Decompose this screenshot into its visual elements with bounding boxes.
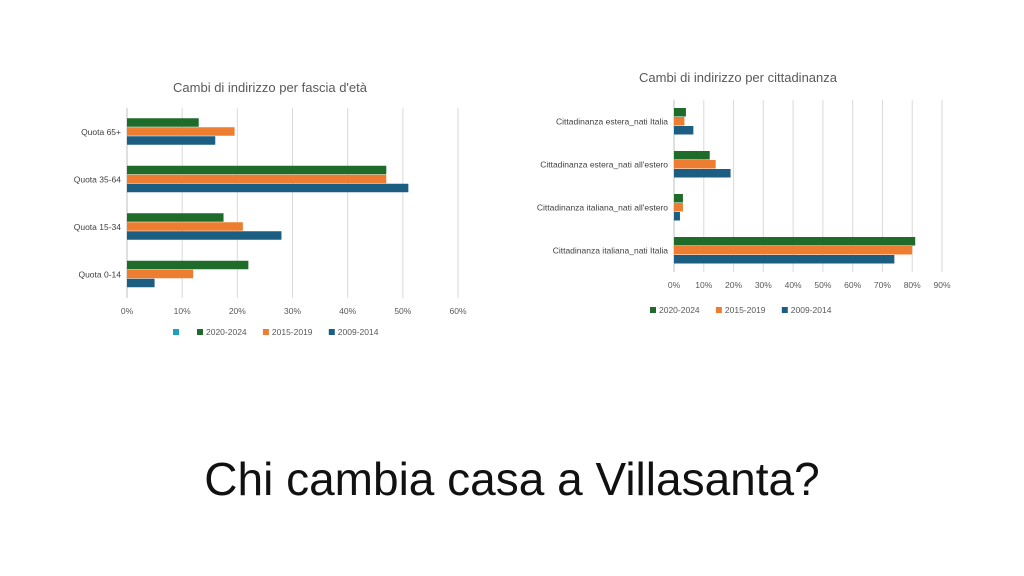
bar bbox=[127, 165, 387, 175]
legend-swatch bbox=[173, 329, 179, 335]
x-tick-label: 10% bbox=[174, 306, 191, 316]
bar bbox=[674, 246, 913, 255]
x-tick-label: 90% bbox=[933, 280, 950, 290]
bar bbox=[674, 108, 686, 117]
legend-label: 2015-2019 bbox=[725, 305, 766, 315]
citizenship-chart-title: Cambi di indirizzo per cittadinanza bbox=[639, 70, 838, 85]
bar bbox=[674, 194, 683, 203]
bar bbox=[127, 127, 235, 136]
x-tick-label: 40% bbox=[339, 306, 356, 316]
bar bbox=[127, 136, 216, 145]
category-label: Cittadinanza estera_nati all'estero bbox=[540, 160, 668, 170]
legend-label: 2020-2024 bbox=[206, 327, 247, 337]
bar bbox=[127, 260, 249, 270]
slide-title: Chi cambia casa a Villasanta? bbox=[204, 453, 820, 505]
bar bbox=[674, 169, 731, 178]
x-tick-label: 80% bbox=[904, 280, 921, 290]
legend-label: 2009-2014 bbox=[791, 305, 832, 315]
legend-swatch bbox=[715, 307, 722, 313]
bar bbox=[674, 117, 685, 126]
x-tick-label: 0% bbox=[668, 280, 681, 290]
legend-swatch bbox=[328, 329, 335, 335]
bar bbox=[127, 174, 387, 184]
legend-label: 2020-2024 bbox=[659, 305, 700, 315]
x-tick-label: 30% bbox=[755, 280, 772, 290]
category-label: Quota 15-34 bbox=[74, 222, 122, 232]
bar bbox=[127, 183, 409, 193]
legend-swatch bbox=[197, 329, 203, 335]
legend-label: 2015-2019 bbox=[272, 327, 313, 337]
x-tick-label: 30% bbox=[284, 306, 301, 316]
bar bbox=[127, 118, 199, 127]
bar bbox=[674, 126, 694, 135]
category-label: Quota 0-14 bbox=[78, 269, 121, 279]
category-label: Quota 35-64 bbox=[74, 174, 122, 184]
x-tick-label: 20% bbox=[725, 280, 742, 290]
bar bbox=[674, 212, 680, 221]
bar bbox=[674, 160, 716, 169]
category-label: Cittadinanza italiana_nati all'estero bbox=[537, 203, 668, 213]
x-tick-label: 70% bbox=[874, 280, 891, 290]
bar bbox=[674, 203, 683, 212]
x-tick-label: 20% bbox=[229, 306, 246, 316]
x-tick-label: 0% bbox=[121, 306, 134, 316]
x-tick-label: 50% bbox=[394, 306, 411, 316]
legend-swatch bbox=[781, 307, 788, 313]
x-tick-label: 40% bbox=[785, 280, 802, 290]
bar bbox=[127, 231, 282, 240]
x-tick-label: 10% bbox=[695, 280, 712, 290]
x-tick-label: 50% bbox=[814, 280, 831, 290]
bar bbox=[127, 222, 243, 231]
bar bbox=[674, 237, 916, 246]
x-tick-label: 60% bbox=[844, 280, 861, 290]
bar bbox=[127, 278, 155, 288]
bar bbox=[127, 269, 194, 279]
legend-swatch bbox=[262, 329, 269, 335]
bar bbox=[127, 213, 224, 222]
category-label: Cittadinanza estera_nati Italia bbox=[556, 117, 668, 127]
legend-label: 2009-2014 bbox=[338, 327, 379, 337]
age-chart: Cambi di indirizzo per fascia d'età Quot… bbox=[74, 80, 467, 337]
bar bbox=[674, 255, 895, 264]
citizenship-chart: Cambi di indirizzo per cittadinanza Citt… bbox=[537, 70, 951, 315]
bar bbox=[674, 151, 710, 160]
legend-swatch bbox=[650, 307, 656, 313]
x-tick-label: 60% bbox=[449, 306, 466, 316]
category-label: Quota 65+ bbox=[81, 127, 121, 137]
age-chart-title: Cambi di indirizzo per fascia d'età bbox=[173, 80, 368, 95]
category-label: Cittadinanza italiana_nati Italia bbox=[553, 246, 669, 256]
